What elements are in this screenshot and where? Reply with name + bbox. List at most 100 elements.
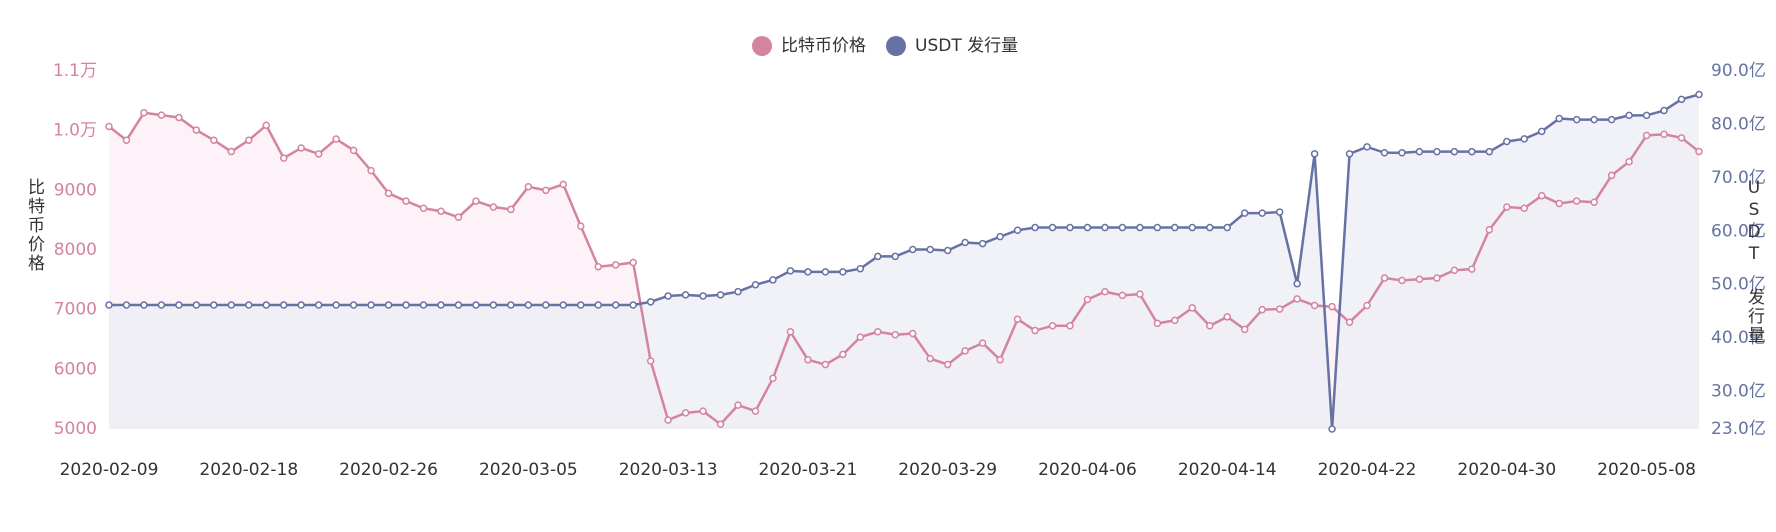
point [210,136,218,144]
point [367,166,375,175]
point [996,232,1004,241]
point [891,252,900,261]
point [1415,275,1424,283]
y2-axis-label: USDT 发行量 [1744,178,1764,345]
point [175,113,183,122]
point [821,360,830,369]
point [227,301,236,309]
x-tick-label: 2020-03-05 [479,460,578,480]
point [769,276,777,284]
point [1590,115,1598,124]
point [1625,157,1633,166]
legend-marker [886,36,906,56]
point [786,327,795,336]
point [1677,95,1686,104]
point [332,135,340,143]
point [1485,225,1494,234]
point [1485,147,1494,156]
point [1013,226,1022,234]
point [1240,209,1249,217]
point [961,238,969,247]
point [1695,90,1703,99]
point [279,301,288,309]
point [804,268,812,276]
point [1223,223,1231,232]
point [734,401,742,409]
point [1555,199,1563,208]
point [1380,274,1389,282]
point [367,301,375,309]
point [611,261,620,269]
point [1468,265,1476,273]
point [1695,147,1703,156]
y2-tick-label: 40.0亿 [1711,328,1766,348]
point [1101,223,1109,232]
point [437,301,445,309]
point [1013,315,1022,323]
y-axis-label: 比特币价格 [24,178,44,273]
point [978,339,987,347]
point [1660,130,1668,138]
point [1153,319,1162,328]
point [419,204,428,212]
point [856,333,865,341]
y2-tick-label: 60.0亿 [1711,221,1766,241]
point [1433,274,1441,282]
y2-tick-label: 23.0亿 [1711,419,1766,439]
point [1188,223,1197,232]
point [1206,223,1214,232]
point [1118,223,1127,232]
point [472,301,480,309]
point [349,146,358,155]
point [1066,322,1074,330]
point [594,301,602,309]
y-tick-label: 1.1万 [53,61,97,81]
point [1450,266,1459,275]
point [1625,111,1633,120]
point [297,144,305,152]
y-tick-label: 5000 [54,419,97,439]
point [943,246,952,255]
x-tick-label: 2020-02-09 [60,460,159,480]
point [140,109,148,117]
point [210,301,218,309]
point [629,301,637,309]
point [1398,149,1406,157]
point [402,301,410,309]
legend-marker [752,36,772,56]
x-tick-label: 2020-04-06 [1038,460,1137,480]
point [1258,305,1266,314]
point [646,357,655,365]
point [1415,147,1424,156]
point [1345,318,1354,326]
point [245,136,253,144]
point [1572,197,1581,205]
x-tick-label: 2020-02-18 [199,460,298,480]
point [1380,149,1389,157]
point [332,301,340,309]
legend-label: USDT 发行量 [915,36,1018,56]
point [594,262,602,271]
point [1642,131,1651,140]
point [1083,223,1092,232]
point [681,409,690,417]
point [751,407,760,415]
point [891,330,900,339]
point [664,416,672,424]
point [1363,301,1371,310]
point [384,189,393,198]
point [1240,325,1249,334]
y-tick-label: 1.0万 [53,121,97,141]
point [1345,150,1354,158]
point [1275,305,1284,313]
point [1607,171,1616,180]
point [1066,223,1074,232]
point [716,291,725,299]
point [105,122,113,131]
x-tick-label: 2020-03-29 [898,460,997,480]
point [839,268,847,276]
point [681,291,690,299]
point [978,239,987,248]
point [1188,304,1197,312]
